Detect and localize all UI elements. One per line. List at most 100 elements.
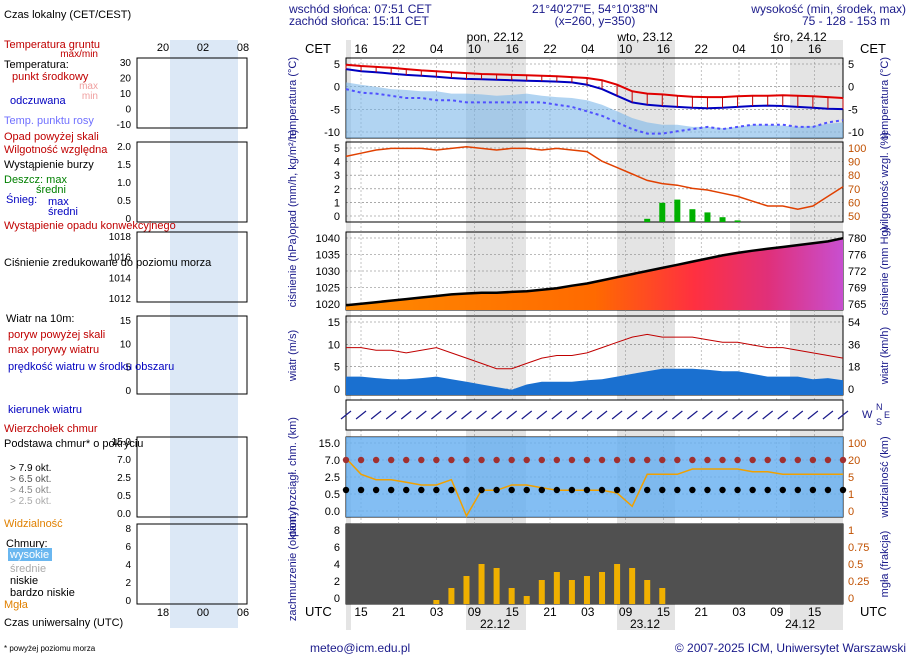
- cloud-top-dot: [794, 456, 802, 464]
- wind-arrow: [717, 410, 728, 420]
- legend-temp-ground: Temperatura gruntu: [4, 39, 100, 51]
- legend-snow-mid: średni: [48, 206, 78, 218]
- wind-arrow: [521, 410, 533, 420]
- legend-ytick: 15: [120, 316, 132, 327]
- ytick-left: 0.0: [325, 506, 340, 518]
- cloud-top-dot: [568, 456, 576, 464]
- temp-max-line: [345, 63, 844, 99]
- wind-arrow: [687, 410, 698, 420]
- wind-arrow: [491, 410, 502, 420]
- cloud-top-dot: [448, 456, 455, 464]
- legend-temp-mid: punkt środkowy: [12, 71, 89, 83]
- cloud-top-dot: [719, 456, 726, 464]
- panel-ylabel-right: temperatura (°C): [879, 57, 891, 139]
- ytick-right: 70: [848, 184, 860, 196]
- cloud-base-dot: [779, 486, 786, 494]
- legend-snow: Śnieg:: [6, 193, 37, 206]
- email-link[interactable]: meteo@icm.edu.pl: [310, 641, 410, 655]
- fog-bar: [659, 588, 666, 604]
- cloud-top-dot: [613, 456, 621, 464]
- legend-mid: średnie: [10, 563, 46, 575]
- utc-tick-label: 21: [695, 605, 709, 619]
- legend-storm: Wystąpienie burzy: [4, 159, 94, 171]
- legend-temp: Temperatura:: [4, 59, 69, 71]
- utc-tick-label: 09: [770, 605, 784, 619]
- panel-ylabel-left: wiatr (m/s): [287, 330, 299, 382]
- cloud-base-dot: [644, 486, 651, 494]
- legend-temp-ground-sub: max/min: [60, 49, 98, 60]
- ytick-right: 36: [848, 339, 860, 351]
- legend-ytick: 1.5: [117, 160, 131, 171]
- ytick-right: 769: [848, 283, 866, 295]
- cloud-top-dot: [809, 456, 817, 464]
- panel-ylabel-left: pion. rozciągł. chm. (km): [287, 417, 299, 537]
- legend-ytick: 1012: [109, 294, 132, 305]
- precip-bar: [719, 217, 726, 222]
- cloud-base-dot: [568, 486, 576, 494]
- cloud-top-dot: [478, 456, 485, 464]
- legend-ytick: 20: [120, 74, 132, 85]
- ytick-left: -10: [324, 127, 340, 139]
- altitude-label: wysokość (min, środek, max): [750, 2, 906, 16]
- wind-area: [346, 368, 843, 395]
- legend-low: niskie: [10, 575, 38, 587]
- cloud-base-dot: [704, 486, 711, 494]
- ytick-left: 5: [334, 143, 340, 155]
- legend-ytick: 2: [125, 578, 131, 589]
- wind-arrow: [702, 410, 713, 420]
- utc-tick-label: 03: [430, 605, 444, 619]
- ytick-right: 0.5: [848, 559, 863, 571]
- fog-bar: [599, 572, 606, 604]
- legend-utc-tick: 18: [157, 607, 169, 619]
- utc-tick-label: 03: [581, 605, 595, 619]
- wind-arrow: [777, 410, 789, 420]
- legend-panel-frame: [136, 436, 248, 518]
- cloud-top-dot: [493, 456, 500, 464]
- cloud-top-dot: [689, 456, 696, 464]
- cloud-base-dot: [433, 486, 440, 494]
- ytick-left: 4: [334, 157, 340, 169]
- wind-arrow: [822, 410, 834, 420]
- panel-ylabel-right: wiatr (km/h): [879, 327, 891, 385]
- utc-tick-label: 15: [506, 605, 520, 619]
- cloud-base-dot: [357, 486, 365, 494]
- ytick-right: 765: [848, 299, 866, 311]
- panel-ylabel-right: mgła (frakcja): [879, 531, 891, 598]
- legend-ytick: 1.0: [117, 178, 131, 189]
- temp-dew-area: [346, 82, 843, 138]
- legend-ytick: 0: [125, 386, 131, 397]
- coords-text: 21°40'27"E, 54°10'38"N: [532, 2, 658, 16]
- temp-feel-line: [345, 88, 844, 135]
- day-label-top: pon, 22.12: [467, 30, 524, 44]
- day-label-top: wto, 23.12: [616, 30, 673, 44]
- fog-bar: [614, 564, 621, 604]
- ytick-left: -5: [330, 104, 340, 116]
- cloud-base-dot: [749, 486, 756, 494]
- wind-arrow: [807, 410, 819, 420]
- utc-label: UTC: [305, 604, 332, 619]
- wind-arrow: [355, 410, 367, 420]
- cet-tick-label: 10: [619, 42, 633, 56]
- legend-ytick: 0.5: [117, 196, 131, 207]
- cover-bg: [346, 524, 843, 604]
- cloud-top-dot: [644, 456, 651, 464]
- ytick-left: 0: [334, 593, 340, 605]
- ytick-right: -10: [848, 127, 864, 139]
- wind-arrow: [415, 410, 427, 420]
- legend-ytick: 1014: [109, 273, 132, 284]
- utc-tick-label: 15: [657, 605, 671, 619]
- cet-label: CET: [305, 41, 331, 56]
- panel-frame: [345, 141, 844, 223]
- cloud-base-dot: [508, 486, 515, 494]
- ytick-left: 3: [334, 170, 340, 182]
- ytick-left: 2.5: [325, 472, 340, 484]
- ytick-left: 1025: [316, 283, 340, 295]
- fog-bar: [493, 568, 500, 604]
- legend-ytick: 7.0: [117, 455, 131, 466]
- ytick-left: 0: [334, 211, 340, 223]
- cloud-base-dot: [824, 486, 832, 494]
- cet-tick-label: 16: [506, 42, 520, 56]
- legend-clouds: Chmury:: [6, 538, 48, 550]
- legend-ytick: 10: [120, 89, 132, 100]
